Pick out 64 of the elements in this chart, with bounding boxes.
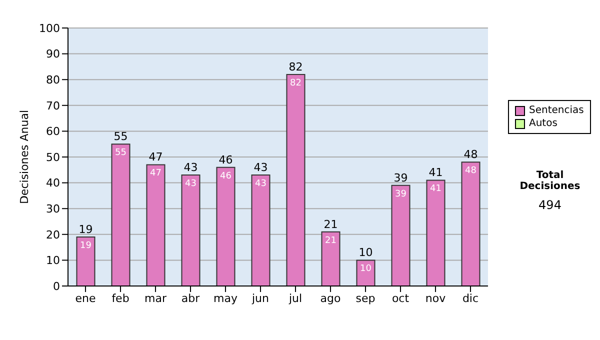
legend-label: Sentencias — [529, 104, 584, 117]
data-label: 41 — [430, 184, 442, 194]
x-tick-label: may — [214, 292, 238, 305]
total-label: 46 — [218, 153, 233, 166]
bar — [321, 231, 340, 286]
total-label: 39 — [394, 171, 408, 184]
y-tick-label: 0 — [53, 280, 60, 293]
data-label: 43 — [185, 179, 196, 190]
bar — [286, 74, 306, 286]
x-tick-label: feb — [112, 292, 130, 305]
bar — [181, 174, 200, 286]
x-tick-label: abr — [181, 292, 200, 305]
bar — [111, 144, 130, 286]
data-label: 48 — [465, 166, 477, 176]
x-tick-label: ago — [320, 292, 341, 305]
x-tick-label: oct — [392, 292, 410, 305]
x-tick-label: sep — [356, 292, 376, 305]
x-tick-label: jun — [251, 292, 270, 305]
y-tick-label: 30 — [46, 202, 60, 216]
total-label: 19 — [78, 222, 93, 236]
data-label: 82 — [290, 78, 302, 88]
x-tick-label: jul — [288, 292, 302, 305]
bar — [461, 162, 480, 286]
y-axis-title: Decisiones Anual — [18, 110, 31, 204]
y-tick-label: 40 — [46, 176, 60, 190]
total-label: 21 — [324, 218, 338, 231]
data-label: 19 — [80, 240, 92, 251]
bar — [146, 164, 166, 286]
legend-label: Autos — [529, 117, 558, 130]
data-label: 47 — [150, 168, 162, 179]
y-tick-label: 10 — [46, 254, 60, 268]
total-label: 55 — [114, 130, 128, 144]
total-label: 10 — [358, 246, 373, 260]
y-tick-label: 100 — [39, 22, 60, 35]
bar — [356, 260, 376, 286]
text: 494 — [538, 198, 562, 212]
y-tick-label: 60 — [46, 125, 60, 138]
total-label: 82 — [288, 60, 303, 74]
x-tick-label: ene — [75, 292, 96, 305]
total-label: 43 — [184, 161, 198, 174]
bar — [216, 166, 236, 286]
bar — [391, 184, 410, 286]
data-label: 55 — [115, 148, 126, 158]
x-tick-label: mar — [144, 292, 167, 305]
data-label: 21 — [325, 236, 336, 246]
total-label: 48 — [464, 148, 478, 162]
y-tick-label: 20 — [46, 228, 60, 242]
y-tick-label: 90 — [46, 48, 60, 61]
y-tick-label: 70 — [46, 99, 60, 112]
y-tick-label: 50 — [46, 150, 60, 164]
total-label: 41 — [428, 166, 443, 180]
data-label: 46 — [220, 171, 232, 182]
data-label: 39 — [395, 189, 407, 200]
total-label: 43 — [254, 161, 268, 174]
data-label: 43 — [255, 179, 266, 190]
x-tick-label: dic — [462, 292, 479, 305]
bar — [426, 180, 446, 286]
total-label: 47 — [148, 150, 163, 164]
bar — [251, 174, 270, 286]
bar — [76, 236, 96, 286]
data-label: 10 — [360, 264, 372, 274]
x-tick-label: nov — [425, 292, 446, 305]
text: Total Decisiones — [518, 170, 582, 192]
y-tick-label: 80 — [46, 74, 60, 87]
